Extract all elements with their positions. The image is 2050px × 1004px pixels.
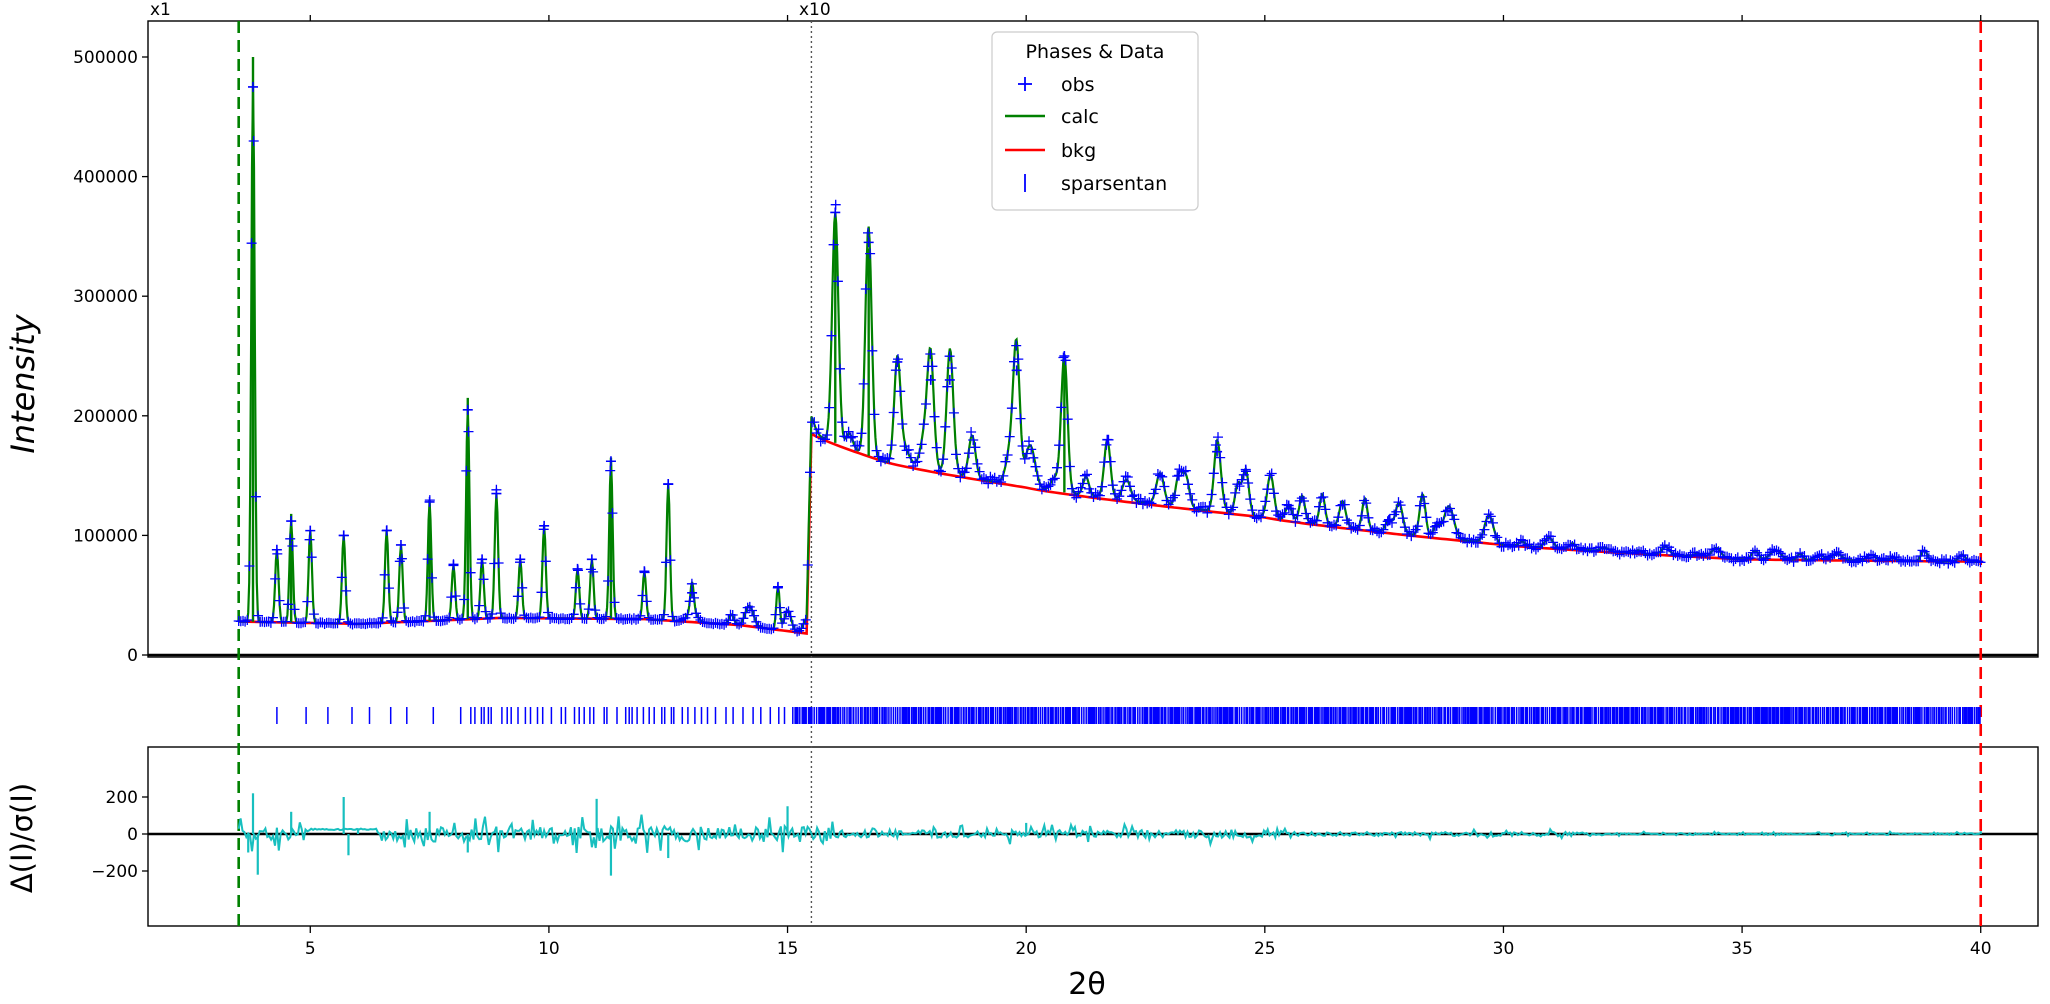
main-plot-frame [147,20,2039,658]
obs-peak-7 [424,496,435,507]
y-diff-tick-label-0: 200 [106,788,138,808]
scale-annotation-x1: x1 [150,0,171,20]
y-main-tick-label-1: 100000 [73,526,138,546]
obs-peak-11 [491,488,502,499]
obs-peak-6 [395,539,406,550]
y-main-tick-label-2: 200000 [73,407,138,427]
obs-peak-22 [863,237,874,248]
obs-peak-31 [1240,464,1251,475]
x-tick-label-10: 10 [538,939,560,959]
obs-peak-21 [830,207,841,218]
obs-peak-8 [448,560,459,571]
obs-peak-3 [305,525,316,536]
legend-obs-marker [1018,77,1032,91]
x-tick-label-15: 15 [777,939,799,959]
legend-label-calc: calc [1061,106,1099,128]
x-tick-label-30: 30 [1493,939,1515,959]
x-tick-label-35: 35 [1731,939,1753,959]
obs-peak-2 [286,516,297,527]
legend-box [991,31,1199,211]
diff-plot-frame [147,746,2039,927]
obs-peak-24 [925,374,936,385]
obs-peak-16 [605,456,616,467]
obs-peak-4 [338,530,349,541]
obs-peak-28 [1102,434,1113,445]
obs-peak-27 [1059,351,1070,361]
sparsentan-reflection-ticks [276,707,1981,724]
obs-peak-20 [773,581,783,592]
x-tick-label-25: 25 [1254,939,1276,959]
legend-label-obs: obs [1061,74,1095,96]
legend-label-bkg: bkg [1061,140,1096,162]
x-tick-label-20: 20 [1015,939,1037,959]
obs-peak-34 [1431,520,1442,531]
y-main-tick-label-3: 300000 [73,287,138,307]
y-main-tick-label-4: 400000 [73,168,138,188]
x-axis-title: 2θ [1068,967,1105,1002]
obs-markers [233,136,1986,637]
y-axis-title-intensity: Intensity [4,313,42,453]
obs-peak-32 [1283,500,1294,511]
x-tick-label-5: 5 [305,939,316,959]
obs-peak-23 [892,356,903,367]
obs-peak-29 [1173,470,1184,481]
obs-peak-26 [1011,365,1022,376]
y-main-tick-label-5: 500000 [73,48,138,68]
obs-peak-12 [515,554,526,565]
legend: Phases & Data obs calc bkg sparsentan [991,31,1199,211]
obs-peak-17 [639,566,650,577]
obs-peak-0 [248,81,258,92]
obs-peak-30 [1212,446,1223,457]
obs-peak-9 [462,404,473,415]
y-main-tick-label-0: 0 [127,646,138,666]
obs-peak-25 [944,374,955,385]
obs-peak-1 [271,544,282,555]
obs-peak-14 [572,563,583,574]
obs-peak-10 [477,554,488,565]
obs-peak-13 [539,520,550,531]
obs-peak-19 [687,587,698,598]
legend-title: Phases & Data [1026,41,1165,63]
y-diff-tick-label-2: −200 [91,862,138,882]
scale-annotation-x10: x10 [799,0,831,20]
obs-peak-33 [1383,514,1394,525]
y-axis-title-difference: Δ(I)/σ(I) [5,783,39,893]
y-diff-tick-label-1: 0 [127,825,138,845]
x-tick-label-40: 40 [1970,939,1992,959]
obs-peak-15 [586,554,597,565]
difference-line [237,814,1980,853]
obs-peak-18 [663,478,674,489]
obs-peak-5 [381,525,392,536]
legend-label-sparsentan: sparsentan [1061,173,1167,195]
